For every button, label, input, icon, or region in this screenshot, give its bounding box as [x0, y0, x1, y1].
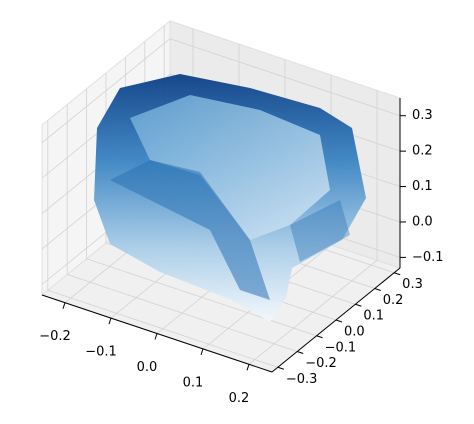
- x-tick-label: 0.1: [183, 375, 204, 390]
- x-tick-label: −0.2: [39, 329, 71, 344]
- tick-mark: [316, 335, 323, 339]
- z-tick-label: 0.3: [412, 108, 433, 123]
- grid-line: [47, 289, 278, 368]
- y-tick-label: −0.1: [325, 340, 357, 355]
- x-tick-label: 0.0: [137, 360, 158, 375]
- y-tick-label: 0.2: [383, 293, 404, 308]
- y-tick-label: 0.1: [363, 309, 384, 324]
- y-tick-label: −0.3: [286, 372, 318, 387]
- y-tick-label: 0.3: [402, 277, 423, 292]
- z-tick-label: 0.0: [412, 214, 433, 229]
- x-axis-line: [41, 294, 273, 373]
- z-tick-label: −0.1: [412, 250, 444, 265]
- tick-mark: [394, 272, 401, 276]
- grid-line: [41, 38, 171, 144]
- grid-line: [169, 38, 401, 117]
- tick-mark: [108, 317, 112, 325]
- point-cloud: [94, 74, 366, 322]
- tick-mark: [62, 302, 66, 309]
- y-tick-label: −0.2: [305, 356, 337, 371]
- tick-mark: [246, 364, 250, 371]
- z-tick-label: 0.1: [412, 179, 433, 194]
- z-tick-label: 0.2: [412, 144, 433, 159]
- x-tick-label: 0.2: [229, 391, 250, 406]
- tick-mark: [200, 348, 204, 356]
- x-tick-label: −0.1: [85, 345, 117, 360]
- y-tick-label: 0.0: [344, 325, 365, 340]
- tick-mark: [355, 303, 362, 307]
- tick-mark: [154, 333, 158, 340]
- grid-line: [67, 274, 298, 352]
- tick-mark: [335, 319, 343, 323]
- y-axis-line: [271, 267, 401, 373]
- tick-mark: [374, 288, 381, 291]
- grid-line: [86, 258, 317, 337]
- tick-mark: [297, 351, 304, 354]
- tick-mark: [277, 366, 284, 370]
